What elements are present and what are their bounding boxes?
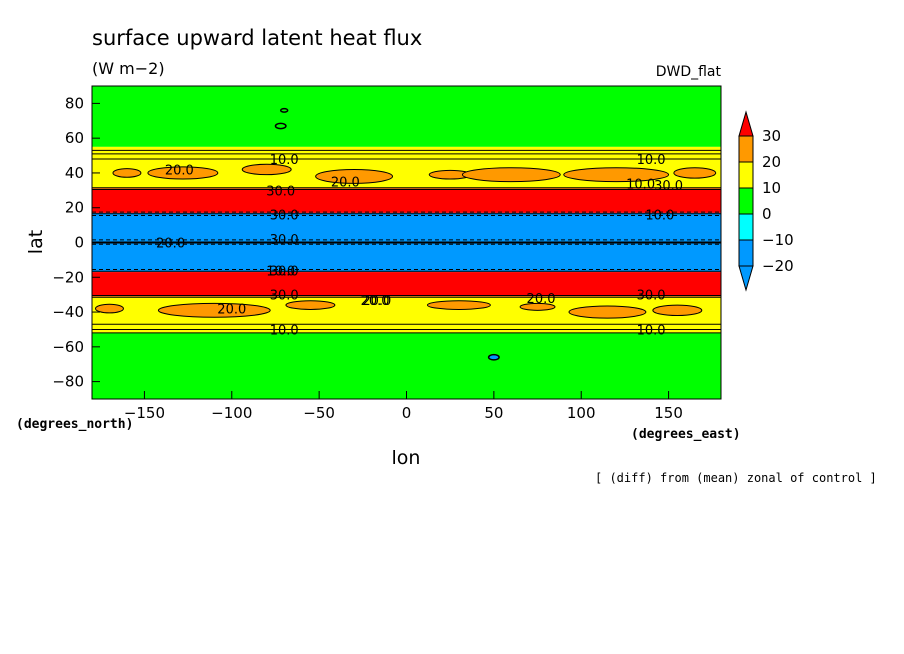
y-axis-ticks: 80 60 40 20 0 −20 −40 −60 −80 xyxy=(52,94,100,391)
colorbar-label: −10 xyxy=(762,231,794,249)
y-units-label: (degrees_north) xyxy=(16,417,133,432)
orange-patch xyxy=(157,302,271,318)
contour-blob xyxy=(279,107,289,113)
colorbar-segment xyxy=(738,239,754,267)
y-tick-label: 20 xyxy=(65,199,84,217)
lat-band xyxy=(92,272,721,297)
orange-patch xyxy=(461,167,561,183)
y-tick-label: −60 xyxy=(52,338,84,356)
orange-patch xyxy=(673,167,717,179)
x-tick-label: 50 xyxy=(484,404,503,422)
y-tick-label: −40 xyxy=(52,303,84,321)
contour-label: 30.0 xyxy=(266,184,295,199)
y-tick-label: −80 xyxy=(52,373,84,391)
x-tick-label: 150 xyxy=(654,404,683,422)
contour-label: 20.0 xyxy=(217,303,246,318)
x-tick-label: 100 xyxy=(567,404,596,422)
orange-patch xyxy=(519,302,556,311)
units-label: (W m−2) xyxy=(92,59,165,78)
x-tick-label: 0 xyxy=(402,404,412,422)
colorbar-label: −20 xyxy=(762,257,794,275)
x-units-label: (degrees_east) xyxy=(631,427,741,442)
orange-patch xyxy=(285,300,336,310)
colorbar: 30 20 10 0 −10 −20 xyxy=(738,110,794,292)
x-axis-label: lon xyxy=(392,447,421,469)
contour-label: 20.0 xyxy=(156,237,185,252)
colorbar-label: 0 xyxy=(762,205,772,223)
orange-patch xyxy=(652,304,703,317)
orange-patch xyxy=(147,166,219,180)
chart-title: surface upward latent heat flux xyxy=(92,26,422,50)
contour-label: 10.0 xyxy=(266,264,295,279)
colorbar-segment xyxy=(738,161,754,189)
contour-lines xyxy=(92,107,721,361)
orange-patch xyxy=(112,168,142,178)
y-tick-label: 60 xyxy=(65,129,84,147)
lat-band xyxy=(92,86,721,147)
colorbar-label: 20 xyxy=(762,153,781,171)
lat-band xyxy=(92,188,721,213)
contour-label: 10.0 xyxy=(270,153,299,168)
experiment-label: DWD_flat xyxy=(656,64,722,80)
colorbar-label: 30 xyxy=(762,127,781,145)
y-tick-label: −20 xyxy=(52,268,84,286)
lat-band xyxy=(92,332,721,399)
contour-label: 20.0 xyxy=(361,294,390,309)
contour-label: 10.0 xyxy=(637,323,666,338)
contour-label: 30.0 xyxy=(270,289,299,304)
colorbar-bottom-arrow xyxy=(738,265,754,292)
colorbar-segment xyxy=(738,135,754,163)
colorbar-label: 10 xyxy=(762,179,781,197)
contour-label: 30.0 xyxy=(654,179,683,194)
contour-label: 30.0 xyxy=(270,209,299,224)
contour-labels: 10.020.030.010.010.020.020.020.030.0 30.0… xyxy=(156,153,683,338)
contour-label: 10.0 xyxy=(645,209,674,224)
y-tick-label: 80 xyxy=(65,94,84,112)
x-axis-ticks: −150 −100 −50 0 50 100 150 xyxy=(124,391,683,422)
comparison-note: [ (diff) from (mean) zonal of control ] xyxy=(595,471,877,485)
contour-label: 10.0 xyxy=(270,323,299,338)
orange-patch xyxy=(315,168,394,184)
contour-blob xyxy=(487,353,500,361)
contour-label: 30.0 xyxy=(637,289,666,304)
y-tick-label: 0 xyxy=(74,234,84,252)
contour-label: 20.0 xyxy=(331,176,360,191)
contour-label: 20.0 xyxy=(165,163,194,178)
colorbar-segment xyxy=(738,187,754,215)
contour-label: 20.0 xyxy=(527,292,556,307)
contour-label: 30.0 xyxy=(270,264,299,279)
contour-label: 10.0 xyxy=(637,153,666,168)
contour-blob xyxy=(274,122,287,130)
x-tick-label: −150 xyxy=(124,404,165,422)
orange-patch xyxy=(94,303,124,314)
orange-patch xyxy=(563,167,670,183)
contour-label: 30.0 xyxy=(270,233,299,248)
orange-patch xyxy=(426,300,491,310)
y-axis-label: lat xyxy=(25,230,47,254)
colorbar-segment xyxy=(738,213,754,241)
x-tick-label: −50 xyxy=(303,404,335,422)
contour-label: 20.0 xyxy=(362,294,391,309)
colorbar-top-arrow xyxy=(738,110,754,137)
y-tick-label: 40 xyxy=(65,164,84,182)
x-tick-label: −100 xyxy=(211,404,252,422)
orange-patch xyxy=(241,163,292,176)
contour-label: 10.0 xyxy=(626,177,655,192)
orange-patch xyxy=(568,305,647,319)
